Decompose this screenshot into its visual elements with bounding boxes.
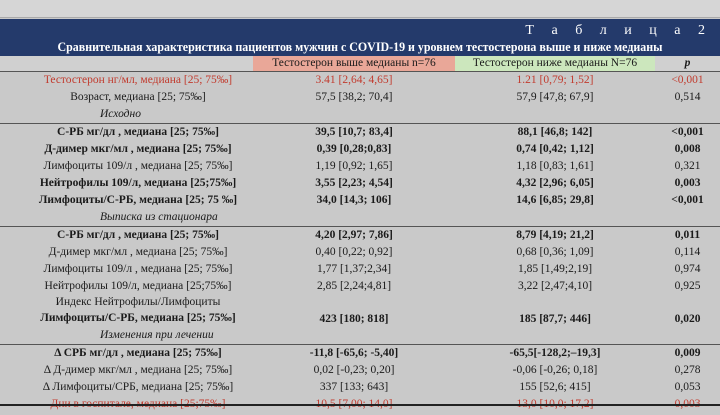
cell-p: <0,001 — [671, 126, 704, 138]
cell-p: 0,974 — [674, 263, 701, 275]
cell-p: 0,321 — [674, 160, 701, 172]
table-row: Лимфоциты 109/л , медиана [25; 75‰] 1,77 … — [0, 261, 720, 278]
cell-p: 0,003 — [674, 177, 701, 189]
cell-above: 4,20 [2,97; 7,86] — [315, 229, 393, 241]
cell-above: 39,5 [10,7; 83,4] — [315, 126, 393, 138]
table-row: Возраст, медиана [25; 75‰] 57,5 [38,2; 70… — [0, 89, 720, 106]
cell-below: -0,06 [-0,26; 0,18] — [512, 364, 598, 376]
table-row: Д-димер мкг/мл , медиана [25; 75‰] 0,39 [… — [0, 141, 720, 158]
cell-above: 3,55 [2,23; 4,54] — [315, 177, 393, 189]
row-label: Δ Лимфоциты/СРБ, медиана [25; 75‰] — [42, 381, 234, 393]
row-label: Тестостерон нг/мл, медиана [25; 75‰] — [43, 74, 233, 86]
cell-above: 2,85 [2,24;4,81] — [316, 280, 392, 292]
table-row: Тестостерон нг/мл, медиана [25; 75‰] 3.41… — [0, 72, 720, 89]
cell-p: 0,020 — [674, 313, 701, 325]
row-label: С-РБ мг/дл , медиана [25; 75‰] — [57, 229, 219, 241]
row-label: Лимфоциты/С-РБ, медиана [25; 75‰] — [40, 312, 236, 324]
table-row: Д-димер мкг/мл , медиана [25; 75‰] 0,40 [… — [0, 244, 720, 261]
section-row: Изменения при лечении — [0, 327, 720, 345]
cell-p: 0,514 — [674, 91, 701, 103]
cell-below: 155 [52,6; 415] — [519, 381, 591, 393]
table-title: Сравнительная характеристика пациентов м… — [57, 39, 663, 54]
cell-above: 0,39 [0,28;0,83] — [316, 143, 392, 155]
cell-below: 1,85 [1,49;2,19] — [517, 263, 593, 275]
table-row: Δ СРБ мг/дл , медиана [25; 75‰] -11,8 [-6… — [0, 345, 720, 362]
row-label-top: Индекс Нейтрофилы/Лимфоциты — [55, 296, 221, 308]
table-row: Индекс Нейтрофилы/Лимфоциты Лимфоциты/С-Р… — [0, 295, 720, 327]
cell-above: -11,8 [-65,6; -5,40] — [309, 347, 399, 359]
section-row: Исходно — [0, 106, 720, 124]
cell-p: 0,011 — [674, 229, 701, 241]
section-label: Изменения при лечении — [100, 329, 214, 341]
cell-p: <0,001 — [671, 74, 704, 86]
cell-below: 8,79 [4,19; 21,2] — [516, 229, 594, 241]
cell-above: 3.41 [2,64; 4,65] — [315, 74, 393, 86]
cell-below: 1.21 [0,79; 1,52] — [516, 74, 594, 86]
row-label: Д-димер мкг/мл , медиана [25; 75‰] — [44, 143, 232, 155]
section-row: Выписка из стационара — [0, 209, 720, 227]
table-row: Δ Лимфоциты/СРБ, медиана [25; 75‰] 337 [1… — [0, 379, 720, 396]
cell-p: 0,053 — [674, 381, 701, 393]
cell-above: 0,02 [-0,23; 0,20] — [313, 364, 395, 376]
cell-below: 88,1 [46,8; 142] — [517, 126, 593, 138]
cell-below: 185 [87,7; 446] — [519, 313, 591, 325]
cell-above: 1,19 [0,92; 1,65] — [315, 160, 393, 172]
cell-p: 0,925 — [674, 280, 701, 292]
cell-p: 0,009 — [674, 347, 701, 359]
row-label: Д-димер мкг/мл , медиана [25; 75‰] — [48, 246, 228, 258]
row-label: Возраст, медиана [25; 75‰] — [70, 91, 206, 103]
table-bottom-rule — [0, 404, 720, 406]
cell-p: <0,001 — [671, 194, 704, 206]
cell-below: 14,6 [6,85; 29,8] — [516, 194, 594, 206]
cell-below: 0,74 [0,42; 1,12] — [516, 143, 594, 155]
cell-p: 0,278 — [674, 364, 701, 376]
cell-below: -65,5[-128,2;–19,3] — [509, 347, 601, 359]
cell-p: 0,008 — [674, 143, 701, 155]
cell-below: 4,32 [2,96; 6,05] — [516, 177, 594, 189]
cell-above: 337 [133; 643] — [319, 381, 389, 393]
column-header-above-median: Тестостерон выше медианы n=76 — [253, 56, 455, 71]
row-label: Лимфоциты/С-РБ, медиана [25; 75 ‰] — [38, 194, 238, 206]
table-row: Нейтрофилы 109/л, медиана [25;75‰] 2,85 [… — [0, 278, 720, 295]
column-header-p: p — [684, 57, 691, 69]
cell-below: 1,18 [0,83; 1,61] — [516, 160, 594, 172]
row-label: Нейтрофилы 109/л, медиана [25;75‰] — [39, 177, 237, 189]
table-row: Δ Д-димер мкг/мл , медиана [25; 75‰] 0,02… — [0, 362, 720, 379]
table-row: С-РБ мг/дл , медиана [25; 75‰] 39,5 [10,7… — [0, 124, 720, 141]
table-row: Лимфоциты/С-РБ, медиана [25; 75 ‰] 34,0 [… — [0, 192, 720, 209]
top-band — [0, 0, 720, 18]
table-row: С-РБ мг/дл , медиана [25; 75‰] 4,20 [2,97… — [0, 227, 720, 244]
table-header: Т а б л и ц а 2 Сравнительная характерис… — [0, 19, 720, 56]
cell-below: 0,68 [0,36; 1,09] — [516, 246, 594, 258]
cell-below: 57,9 [47,8; 67,9] — [516, 91, 594, 103]
column-headers: Тестостерон выше медианы n=76 Тестостеро… — [0, 56, 720, 72]
table-row: Нейтрофилы 109/л, медиана [25;75‰] 3,55 [… — [0, 175, 720, 192]
row-label: Лимфоциты 109/л , медиана [25; 75‰] — [43, 160, 233, 172]
cell-above: 1,77 [1,37;2,34] — [316, 263, 392, 275]
row-label: Δ Д-димер мкг/мл , медиана [25; 75‰] — [43, 364, 233, 376]
section-label: Выписка из стационара — [100, 211, 218, 223]
table-row: Лимфоциты 109/л , медиана [25; 75‰] 1,19 … — [0, 158, 720, 175]
row-label: Лимфоциты 109/л , медиана [25; 75‰] — [43, 263, 233, 275]
cell-above: 423 [180; 818] — [319, 313, 389, 325]
column-header-below-median: Тестостерон ниже медианы N=76 — [455, 56, 655, 71]
row-label: Δ СРБ мг/дл , медиана [25; 75‰] — [54, 347, 222, 359]
cell-above: 0,40 [0,22; 0,92] — [315, 246, 393, 258]
cell-p: 0,114 — [674, 246, 701, 258]
section-label: Исходно — [100, 108, 141, 120]
cell-above: 34,0 [14,3; 106] — [316, 194, 392, 206]
cell-below: 3,22 [2,47;4,10] — [517, 280, 593, 292]
table-body: Тестостерон нг/мл, медиана [25; 75‰] 3.41… — [0, 72, 720, 413]
row-label: Нейтрофилы 109/л, медиана [25;75‰] — [44, 280, 232, 292]
cell-above: 57,5 [38,2; 70,4] — [315, 91, 393, 103]
row-label: С-РБ мг/дл , медиана [25; 75‰] — [57, 126, 219, 138]
table-number: Т а б л и ц а 2 — [525, 23, 712, 38]
